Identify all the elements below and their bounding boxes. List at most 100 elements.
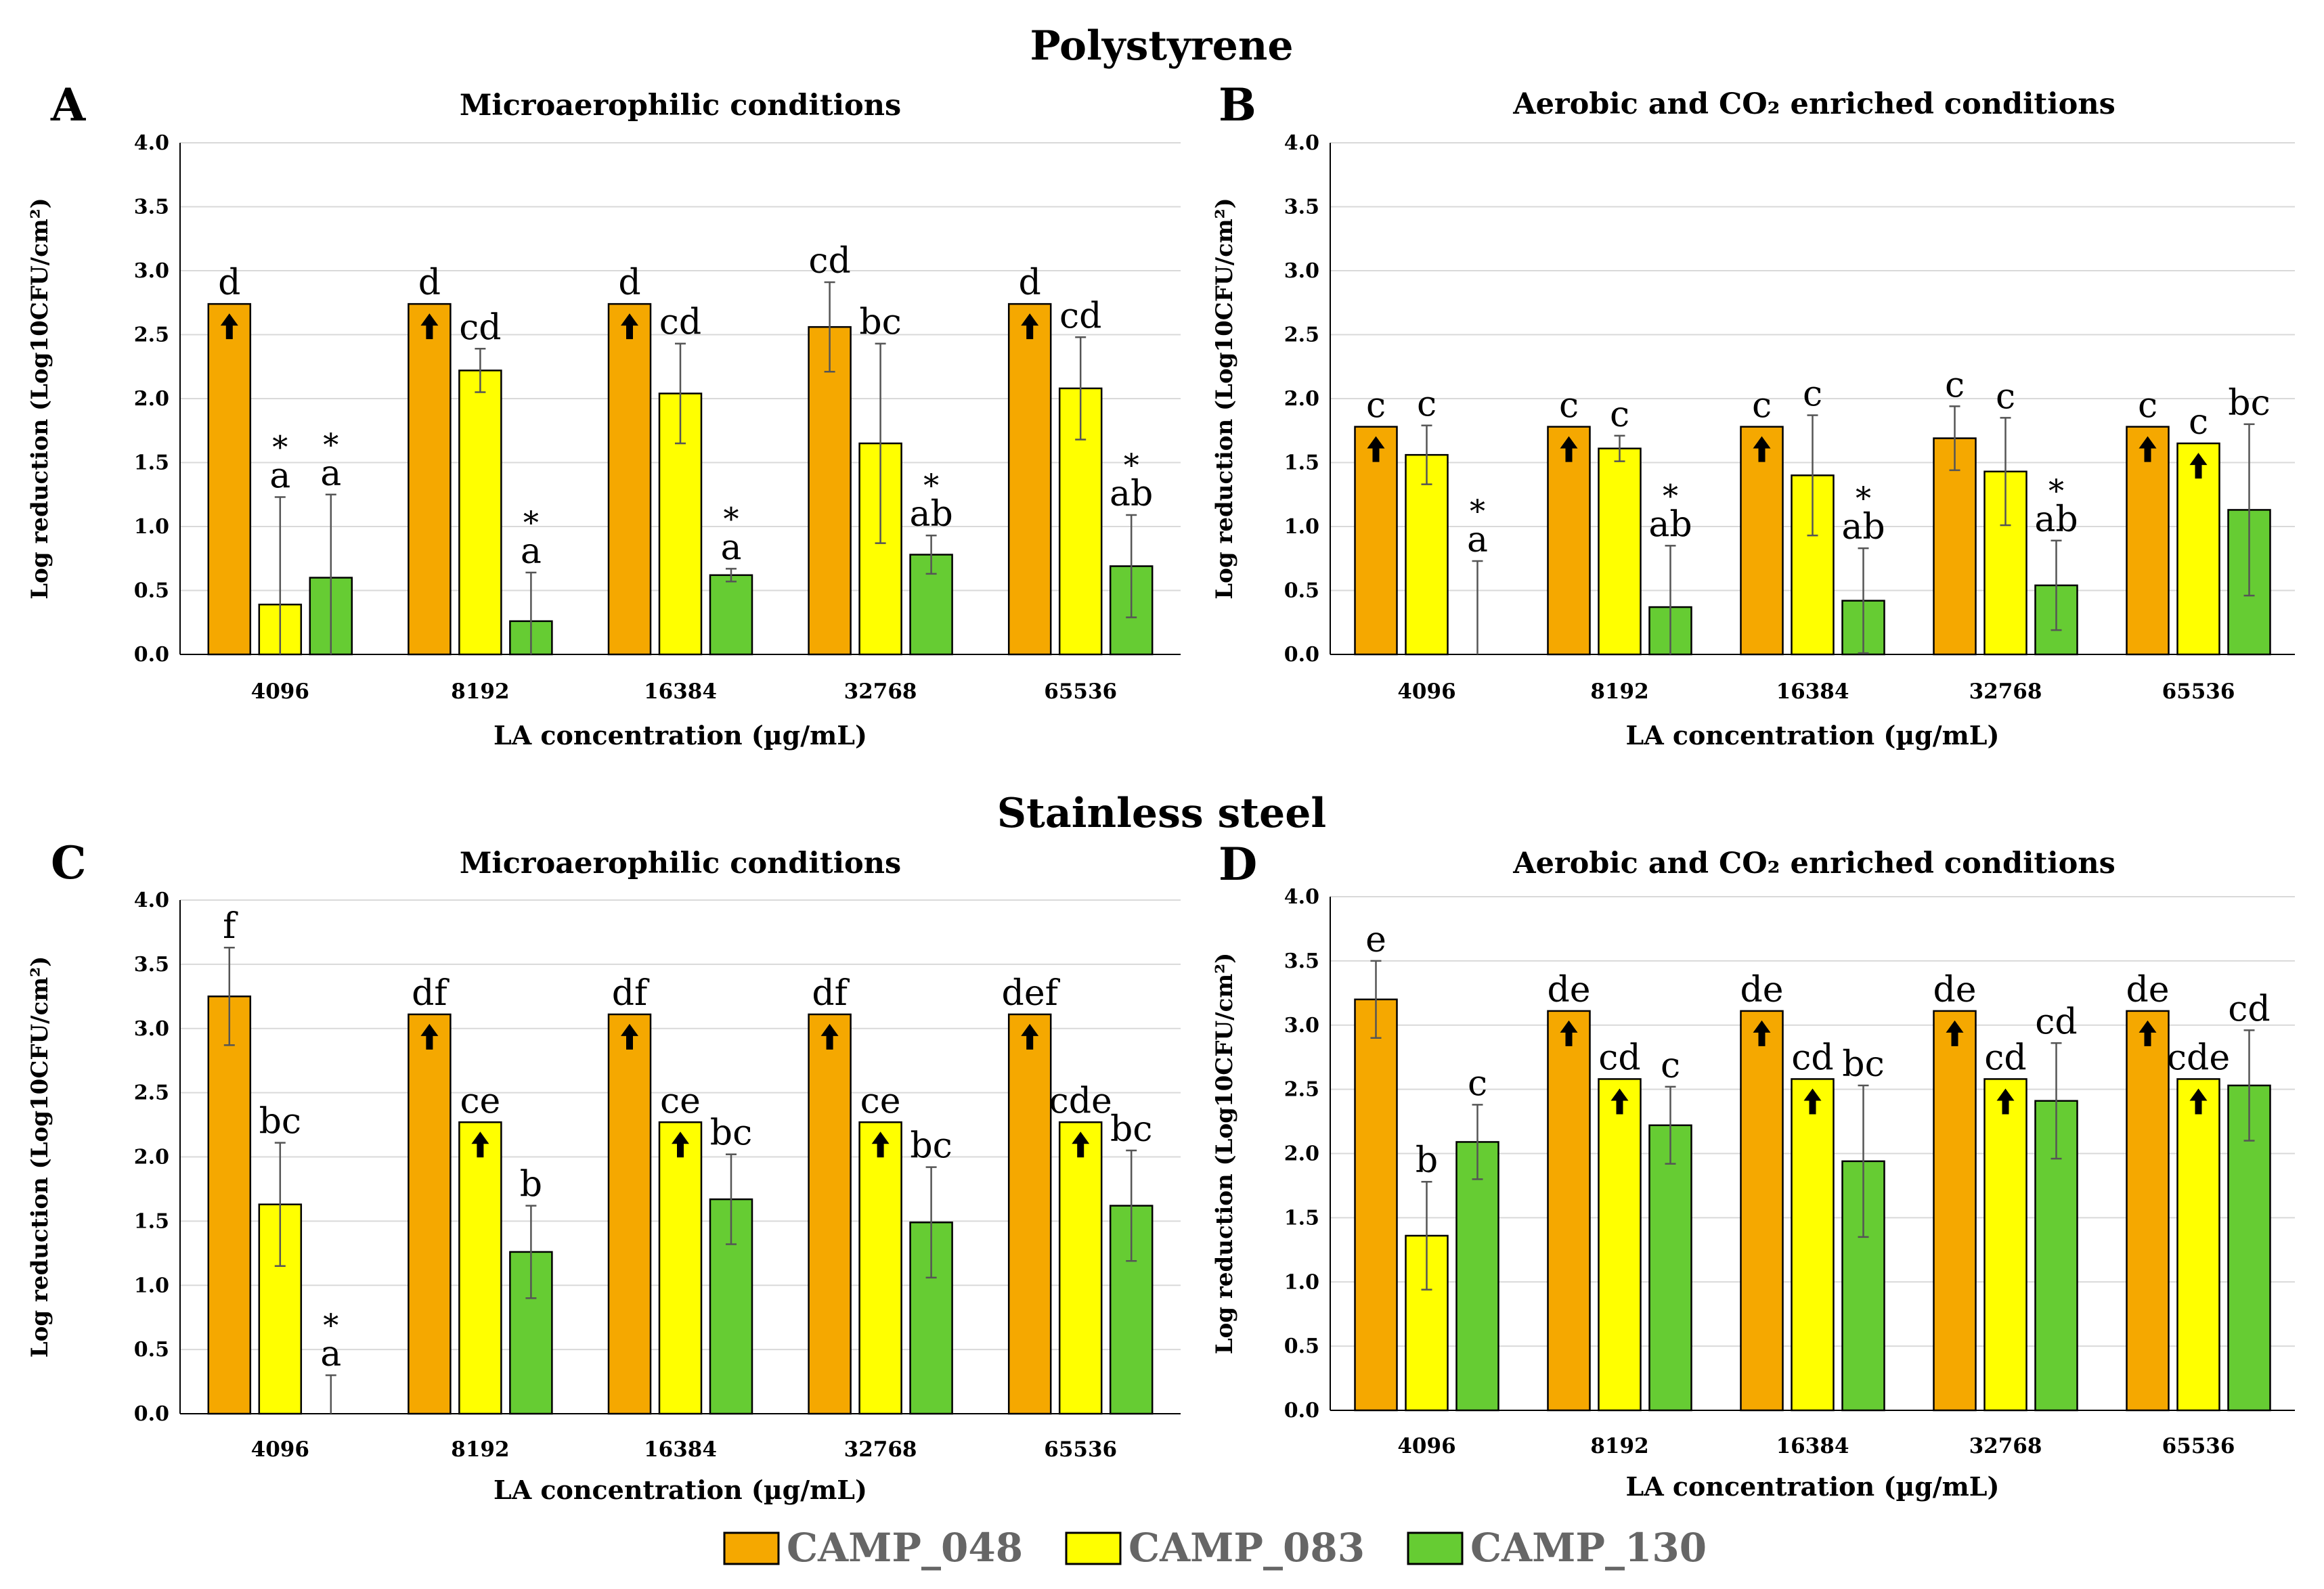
significance-label: de [1740, 970, 1783, 1010]
arrow-up-icon [2189, 453, 2208, 479]
y-tick-label: 0.5 [1284, 1335, 1319, 1358]
bar-camp_048 [408, 1013, 452, 1415]
bar-camp_083 [1791, 1078, 1835, 1412]
significance-label: d [618, 263, 640, 303]
bar-camp_048 [808, 1013, 852, 1415]
significance-label: c [2138, 386, 2157, 426]
section-title-stainless-steel: Stainless steel [997, 790, 1326, 837]
legend-swatch-camp_048 [723, 1531, 780, 1565]
significance-label: c [1996, 376, 2015, 417]
category-label: 16384 [644, 1437, 717, 1462]
panel-letter: C [51, 836, 87, 889]
significance-star: * [1856, 480, 1871, 516]
significance-label: f [223, 906, 238, 947]
significance-label: a [320, 453, 341, 494]
significance-label: ab [2034, 499, 2078, 540]
significance-label: de [1933, 970, 1976, 1010]
legend: CAMP_048 CAMP_083 CAMP_130 [723, 1525, 1707, 1571]
significance-star: * [323, 426, 338, 463]
bar-camp_083 [858, 1121, 902, 1415]
x-axis-label: LA concentration (µg/mL) [494, 1475, 867, 1505]
bar-camp_083 [458, 370, 502, 656]
y-axis-label: Log reduction (Log10CFU/cm²) [26, 956, 53, 1358]
category-label: 4096 [251, 679, 309, 704]
arrow-up-icon [220, 313, 238, 340]
category-label: 65536 [1044, 1437, 1117, 1462]
y-tick-label: 2.5 [1284, 1078, 1319, 1102]
bar-camp_048 [207, 303, 252, 656]
legend-label: CAMP_083 [1128, 1525, 1365, 1571]
y-tick-label: 2.5 [134, 323, 169, 347]
panel-title: Microaerophilic conditions [460, 89, 901, 122]
y-tick-label: 0.5 [1284, 579, 1319, 603]
arrow-up-icon [2189, 1088, 2208, 1115]
arrow-up-icon [471, 1132, 489, 1158]
bar-camp_048 [1354, 998, 1398, 1412]
y-tick-label: 3.0 [134, 1017, 169, 1041]
significance-label: cde [2167, 1037, 2230, 1078]
chart-panel-c: 0.0 0.5 1.0 1.5 2.0 2.5 3.0 3.5 4.0 C Microaerophi… [26, 836, 1181, 1505]
significance-label: df [412, 973, 450, 1014]
category-label: 8192 [451, 1437, 509, 1462]
significance-label: cd [1791, 1037, 1833, 1078]
arrow-up-icon [1803, 1088, 1822, 1115]
arrow-up-icon [820, 1023, 839, 1050]
significance-label: bc [859, 303, 901, 343]
y-tick-label: 1.5 [134, 451, 169, 475]
bar-camp_130 [709, 574, 753, 656]
significance-label: bc [259, 1102, 301, 1142]
significance-label: bc [1842, 1044, 1884, 1085]
significance-label: e [1365, 920, 1386, 960]
significance-label: c [2189, 402, 2208, 443]
arrow-up-icon [1021, 1023, 1039, 1050]
y-tick-label: 1.5 [1284, 451, 1319, 475]
y-axis-label: Log reduction (Log10CFU/cm²) [26, 198, 53, 599]
y-tick-label: 3.0 [1284, 259, 1319, 283]
y-tick-label: 3.0 [1284, 1014, 1319, 1037]
arrow-up-icon [1021, 313, 1039, 340]
significance-label: def [1002, 973, 1061, 1014]
bar-camp_048 [1007, 303, 1052, 656]
y-tick-label: 0.5 [134, 579, 169, 603]
y-tick-label: 3.5 [1284, 196, 1319, 219]
significance-star: * [2048, 472, 2064, 509]
bar-camp_083 [858, 442, 902, 656]
category-label: 65536 [2162, 679, 2235, 704]
y-tick-label: 3.5 [134, 953, 169, 977]
bar-camp_048 [607, 303, 652, 656]
category-label: 65536 [1044, 679, 1117, 704]
panel-letter: B [1219, 79, 1256, 131]
bar-camp_048 [1740, 1010, 1784, 1412]
significance-label: d [1019, 263, 1041, 303]
legend-swatch-camp_083 [1065, 1531, 1122, 1565]
arrow-up-icon [1610, 1088, 1629, 1115]
arrow-up-icon [1753, 1020, 1771, 1046]
significance-star: * [1470, 493, 1485, 529]
significance-star: * [523, 504, 539, 541]
x-axis-label: LA concentration (µg/mL) [494, 720, 867, 751]
y-tick-label: 0.5 [134, 1338, 169, 1362]
arrow-up-icon [420, 313, 439, 340]
significance-label: cd [1984, 1037, 2026, 1078]
significance-label: c [1366, 386, 1386, 426]
legend-label: CAMP_130 [1470, 1525, 1707, 1571]
significance-label: c [1945, 365, 1965, 405]
significance-star: * [1124, 447, 1139, 483]
bar-camp_083 [1983, 1078, 2027, 1412]
bar-camp_048 [607, 1013, 652, 1415]
y-tick-label: 1.0 [134, 1274, 169, 1297]
y-tick-label: 4.0 [1284, 885, 1319, 909]
arrow-up-icon [1367, 436, 1385, 462]
bar-camp_048 [1933, 437, 1977, 656]
y-tick-label: 4.0 [134, 889, 169, 912]
significance-label: c [1661, 1046, 1680, 1086]
significance-label: cd [659, 303, 701, 343]
legend-label: CAMP_048 [787, 1525, 1023, 1571]
significance-label: c [1752, 386, 1772, 426]
category-label: 32768 [1969, 679, 2042, 704]
category-label: 16384 [1776, 679, 1849, 704]
category-label: 16384 [644, 679, 717, 704]
panel-title: Microaerophilic conditions [460, 847, 901, 880]
y-tick-label: 2.0 [1284, 1142, 1319, 1166]
